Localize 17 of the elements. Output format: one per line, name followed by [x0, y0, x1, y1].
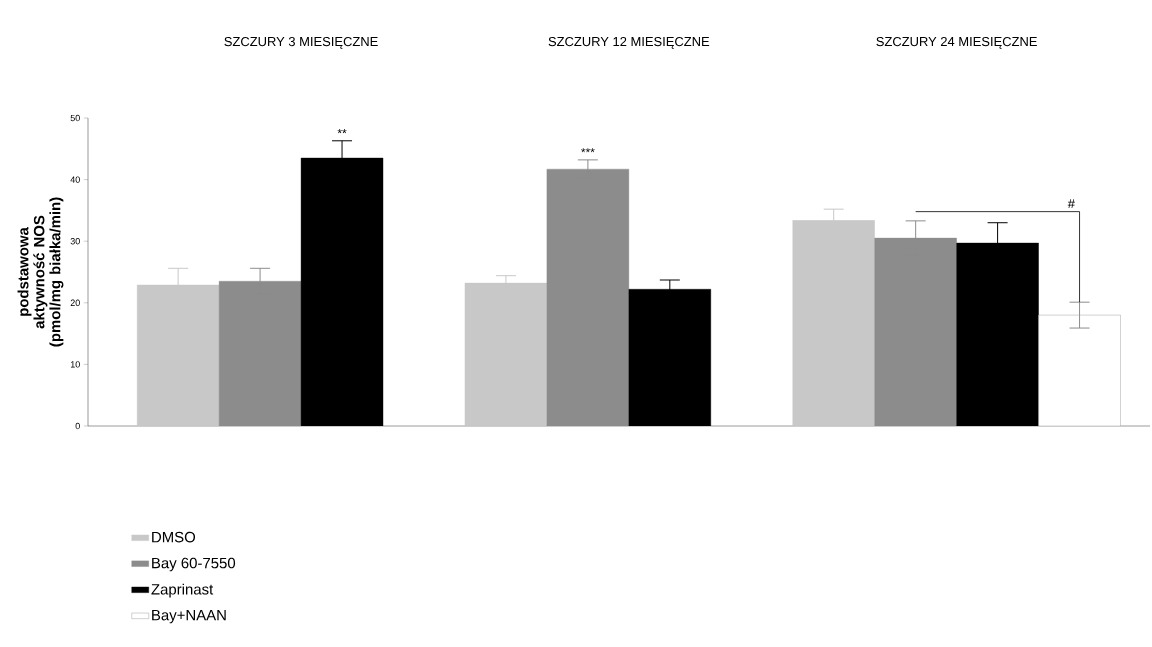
y-tick-label: 30	[70, 238, 80, 245]
x-tick-label: SZCZURY 24 MIESIĘCZNE	[876, 36, 1037, 49]
legend-label: Bay+NAAN	[152, 609, 226, 624]
y-tick-label: 40	[70, 176, 80, 183]
y-tick-label: 50	[70, 114, 80, 122]
annotation: #	[1067, 199, 1075, 209]
y-axis-title: podstawowa aktywność NOS (pmol/mg białka/min)	[17, 197, 64, 347]
annotation: ***	[581, 148, 595, 153]
y-tick-label: 0	[75, 422, 80, 430]
legend-label: Bay 60-7550	[152, 557, 236, 572]
annotation: **	[337, 129, 347, 134]
y-tick-label: 20	[70, 299, 80, 306]
x-tick-label: SZCZURY 12 MIESIĘCZNE	[548, 36, 710, 49]
x-tick-label: SZCZURY 3 MIESIĘCZNE	[224, 36, 378, 49]
legend-label: Zaprinast	[151, 583, 214, 598]
legend-label: DMSO	[152, 531, 196, 543]
y-tick-label: 10	[70, 361, 80, 368]
